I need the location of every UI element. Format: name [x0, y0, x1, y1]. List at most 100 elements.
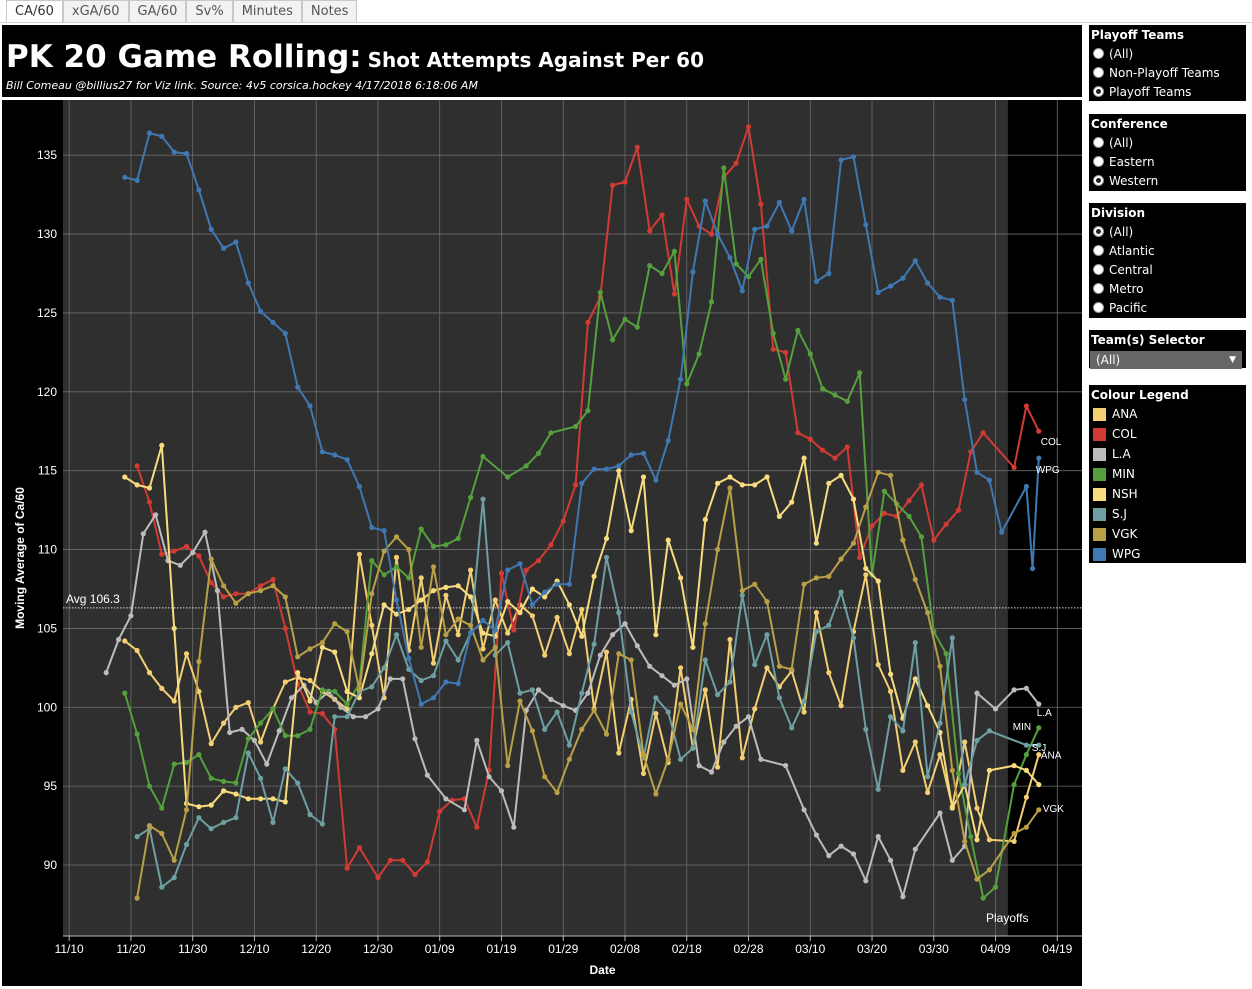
data-point: [560, 703, 566, 709]
data-point: [640, 752, 647, 758]
data-point: [585, 690, 591, 696]
x-tick-label: 01/29: [548, 942, 578, 956]
data-point: [659, 212, 665, 218]
radio-button[interactable]: [1093, 302, 1104, 313]
radio-button[interactable]: [1093, 264, 1104, 275]
tab-ga-60[interactable]: GA/60: [128, 0, 187, 22]
data-point: [962, 838, 968, 845]
data-point: [381, 602, 387, 608]
tab-ca-60[interactable]: CA/60: [6, 0, 63, 22]
data-point: [628, 528, 634, 534]
legend-item[interactable]: S.J: [1089, 504, 1246, 524]
legend-swatch: [1093, 527, 1106, 541]
data-point: [573, 423, 579, 430]
data-point: [356, 695, 362, 701]
series-wpg: WPG: [122, 130, 1060, 707]
data-point: [474, 824, 480, 830]
conference-filter-option[interactable]: Western: [1089, 171, 1246, 190]
radio-button[interactable]: [1093, 86, 1104, 97]
data-point: [999, 529, 1005, 535]
chart-container: Avg 106.3 Playoffs 11/10 11/20 11/30 12/10 12/…: [2, 100, 1082, 986]
data-point: [647, 263, 653, 269]
team-selector-dropdown[interactable]: (All) ▼: [1090, 351, 1242, 369]
data-point: [406, 546, 412, 553]
radio-button[interactable]: [1093, 283, 1104, 294]
division-filter-option[interactable]: Atlantic: [1089, 241, 1246, 260]
data-point: [517, 610, 523, 616]
data-point: [443, 592, 449, 598]
legend-item[interactable]: L.A: [1089, 444, 1246, 464]
data-point: [171, 149, 177, 155]
data-point: [764, 632, 770, 638]
radio-button[interactable]: [1093, 226, 1104, 237]
data-point: [183, 807, 190, 813]
x-tick-label: 03/30: [919, 942, 949, 956]
data-point: [566, 651, 573, 657]
legend-swatch: [1093, 427, 1106, 441]
playoff-filter-option[interactable]: Playoff Teams: [1089, 82, 1246, 101]
data-point: [727, 679, 733, 685]
data-point: [196, 804, 202, 810]
data-point: [826, 670, 832, 676]
x-tick-label: 03/10: [795, 942, 825, 956]
tab-xga-60[interactable]: xGA/60: [62, 0, 129, 22]
radio-button[interactable]: [1093, 245, 1104, 256]
data-point: [134, 177, 140, 183]
data-point: [270, 819, 276, 826]
x-axis-title: Date: [589, 963, 615, 977]
data-point: [221, 594, 227, 600]
legend-item[interactable]: MIN: [1089, 464, 1246, 484]
legend-item[interactable]: COL: [1089, 424, 1246, 444]
data-point: [925, 703, 931, 709]
data-point: [801, 455, 807, 461]
data-point: [424, 772, 430, 778]
data-point: [134, 834, 140, 840]
conference-filter-option[interactable]: (All): [1089, 133, 1246, 152]
division-filter-option[interactable]: Central: [1089, 260, 1246, 279]
data-point: [233, 815, 239, 821]
data-point: [245, 736, 251, 742]
data-point: [850, 154, 857, 160]
tab-sv-[interactable]: Sv%: [186, 0, 233, 22]
radio-button[interactable]: [1093, 175, 1104, 186]
data-point: [214, 588, 220, 594]
data-point: [708, 231, 715, 237]
data-point: [850, 851, 857, 857]
legend-title: Colour Legend: [1091, 388, 1189, 402]
conference-filter-option[interactable]: Eastern: [1089, 152, 1246, 171]
radio-button[interactable]: [1093, 48, 1104, 59]
playoff-filter-option[interactable]: (All): [1089, 44, 1246, 63]
data-point: [542, 652, 548, 658]
data-point: [233, 239, 239, 245]
legend-item[interactable]: ANA: [1089, 404, 1246, 424]
legend-item[interactable]: NSH: [1089, 484, 1246, 504]
data-point: [208, 826, 214, 832]
legend-item[interactable]: WPG: [1089, 544, 1246, 564]
data-point: [770, 330, 776, 336]
division-filter-option[interactable]: (All): [1089, 222, 1246, 241]
legend-item[interactable]: VGK: [1089, 524, 1246, 544]
data-point: [733, 723, 739, 729]
data-point: [733, 160, 739, 166]
data-point: [128, 613, 134, 619]
series-end-label: MIN: [1013, 722, 1031, 733]
radio-button[interactable]: [1093, 156, 1104, 167]
data-point: [764, 474, 770, 480]
x-tick-label: 12/30: [363, 942, 393, 956]
data-point: [690, 745, 696, 751]
radio-button[interactable]: [1093, 137, 1104, 148]
division-filter-option[interactable]: Pacific: [1089, 298, 1246, 317]
playoff-filter-option[interactable]: Non-Playoff Teams: [1089, 63, 1246, 82]
series-end-label: S.J: [1032, 743, 1046, 754]
data-point: [708, 299, 715, 305]
data-point: [721, 739, 727, 745]
data-point: [245, 280, 251, 286]
data-point: [468, 622, 474, 628]
tab-minutes[interactable]: Minutes: [232, 0, 302, 22]
radio-button[interactable]: [1093, 67, 1104, 78]
data-point: [690, 269, 696, 275]
data-point: [1036, 782, 1042, 788]
division-filter-option[interactable]: Metro: [1089, 279, 1246, 298]
tab-notes[interactable]: Notes: [301, 0, 358, 22]
data-point: [468, 594, 474, 600]
